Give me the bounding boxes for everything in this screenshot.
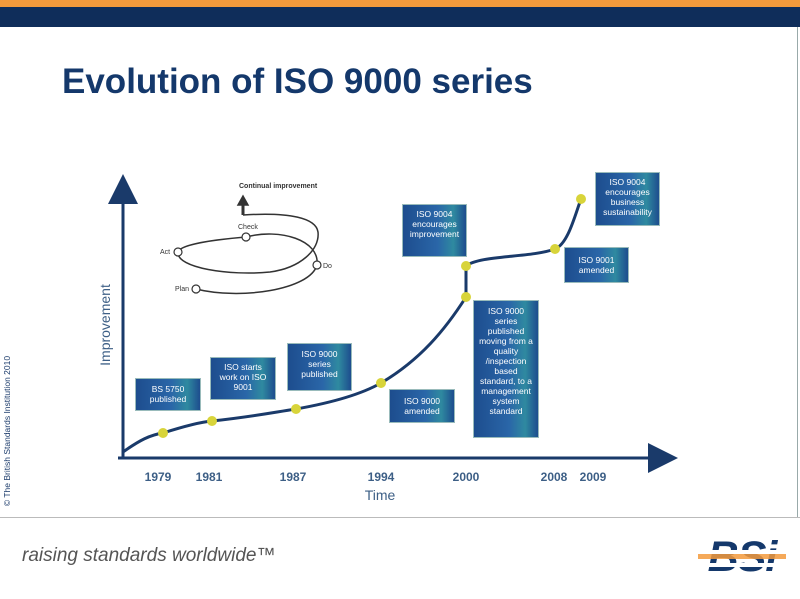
year-label: 1981 — [195, 470, 223, 484]
tagline: raising standards worldwide™ — [22, 545, 276, 566]
milestone-dots — [158, 194, 586, 438]
x-axis-label: Time — [365, 487, 396, 503]
year-label: 1987 — [279, 470, 307, 484]
logo-stripe — [698, 550, 786, 554]
logo-stripe — [698, 563, 786, 567]
year-label: 2008 — [540, 470, 568, 484]
milestone-box: ISO 9004 encourages business sustainabil… — [595, 172, 660, 226]
footer-rule — [0, 517, 800, 518]
evolution-curve — [122, 198, 583, 454]
logo-stripe — [698, 554, 786, 559]
pdca-nodes — [173, 232, 322, 294]
milestone-box: ISO starts work on ISO 9001 — [210, 357, 276, 400]
year-label: 1979 — [144, 470, 172, 484]
cycle-step: Check — [238, 224, 258, 231]
year-label: 2000 — [452, 470, 480, 484]
cycle-step: Plan — [175, 286, 189, 293]
milestone-box: ISO 9001 amended — [564, 247, 629, 283]
top-bar — [0, 7, 800, 27]
milestone-box: BS 5750 published — [135, 378, 201, 411]
year-label: 2009 — [579, 470, 607, 484]
top-accent-bar — [0, 0, 800, 7]
cycle-step: Do — [323, 263, 332, 270]
bsi-logo: BSi — [698, 537, 786, 578]
milestone-box: ISO 9004 encourages improvement — [402, 204, 467, 257]
year-label: 1994 — [367, 470, 395, 484]
frame-edge — [797, 27, 798, 517]
y-axis-label: Improvement — [97, 284, 113, 366]
milestone-box: ISO 9000 series published — [287, 343, 352, 391]
cycle-step: Act — [160, 249, 170, 256]
milestone-box: ISO 9000 series published moving from a … — [473, 300, 539, 438]
pdca-spiral — [177, 194, 319, 295]
slide-title: Evolution of ISO 9000 series — [62, 62, 533, 101]
cycle-label: Continual improvement — [239, 183, 318, 190]
milestone-box: ISO 9000 amended — [389, 389, 455, 423]
